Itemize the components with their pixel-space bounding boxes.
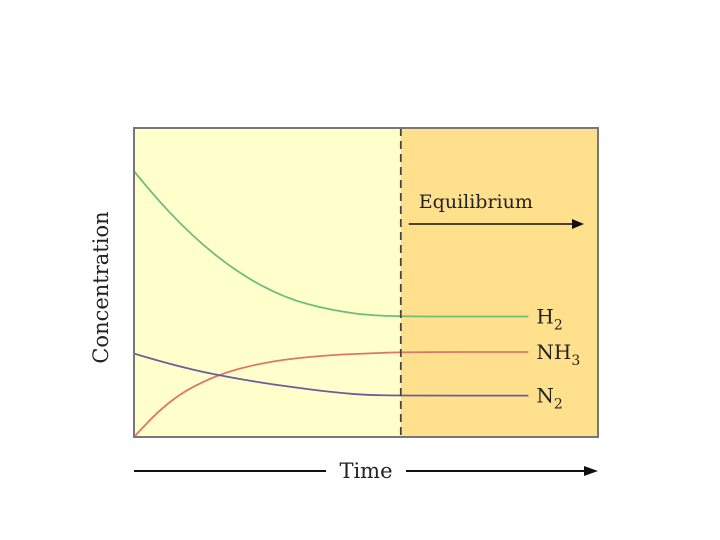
series-label-n2: N2 [536,384,562,413]
series-line-n2 [133,352,529,397]
series-line-h2 [133,170,529,318]
equilibrium-arrowhead [572,219,584,229]
equilibrium-label: Equilibrium [419,191,533,213]
series-line-nh3 [133,351,529,438]
x-axis-arrowhead [584,466,598,476]
x-axis-label: Time [339,459,392,483]
y-axis-label: Concentration [89,211,113,363]
plot-frame [133,127,599,438]
series-labels: H2 NH3 N2 [536,304,580,412]
series-layer [133,170,529,438]
series-label-h2: H2 [536,304,562,333]
equilibrium-region [400,128,598,437]
pre-equilibrium-region [134,128,401,437]
series-label-nh3: NH3 [536,340,580,369]
